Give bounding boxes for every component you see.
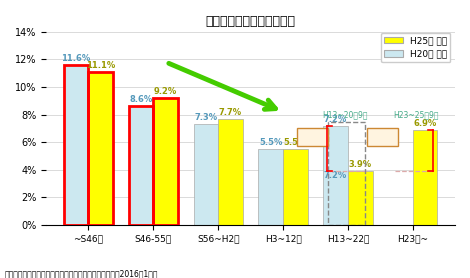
Bar [153,98,178,225]
Text: H13~20年9月: H13~20年9月 [322,110,368,120]
Text: 7.3%: 7.3% [194,113,218,122]
Text: 5.5%: 5.5% [259,138,282,147]
FancyBboxPatch shape [367,128,398,146]
Bar [88,72,113,225]
Bar [283,149,308,225]
Bar [129,106,153,225]
Text: 3.9%: 3.9% [349,160,372,169]
Text: 11.6%: 11.6% [62,54,91,63]
Text: 7.2%: 7.2% [324,115,347,123]
Text: 5.5%: 5.5% [284,138,307,147]
Text: 売却用
4.3%: 売却用 4.3% [372,128,393,147]
Bar [88,72,113,225]
Bar [64,65,88,225]
Text: 8.6%: 8.6% [129,95,153,104]
Bar [218,119,243,225]
Bar [129,106,153,225]
Text: 7.2%: 7.2% [324,171,347,180]
Bar [413,130,438,225]
FancyBboxPatch shape [297,128,328,146]
Bar [328,122,366,225]
Text: H23~25年9月: H23~25年9月 [393,110,439,120]
Bar [64,65,88,225]
Bar [194,124,218,225]
Bar [153,98,178,225]
Bar [348,171,373,225]
Text: 9.2%: 9.2% [154,87,177,96]
Text: 出典：「分譲マンションの現状と課題」（国土交通省，2016年1月）: 出典：「分譲マンションの現状と課題」（国土交通省，2016年1月） [5,269,158,278]
Text: 7.7%: 7.7% [219,108,242,117]
Text: 6.9%: 6.9% [414,119,437,128]
Text: 売却用
3.6%: 売却用 3.6% [302,128,323,147]
Bar [323,126,348,225]
Bar [258,149,283,225]
Legend: H25年 調査, H20年 調査: H25年 調査, H20年 調査 [381,33,450,62]
Title: 分譲マンション空家発生率: 分譲マンション空家発生率 [205,15,296,28]
Text: 11.1%: 11.1% [86,61,115,70]
